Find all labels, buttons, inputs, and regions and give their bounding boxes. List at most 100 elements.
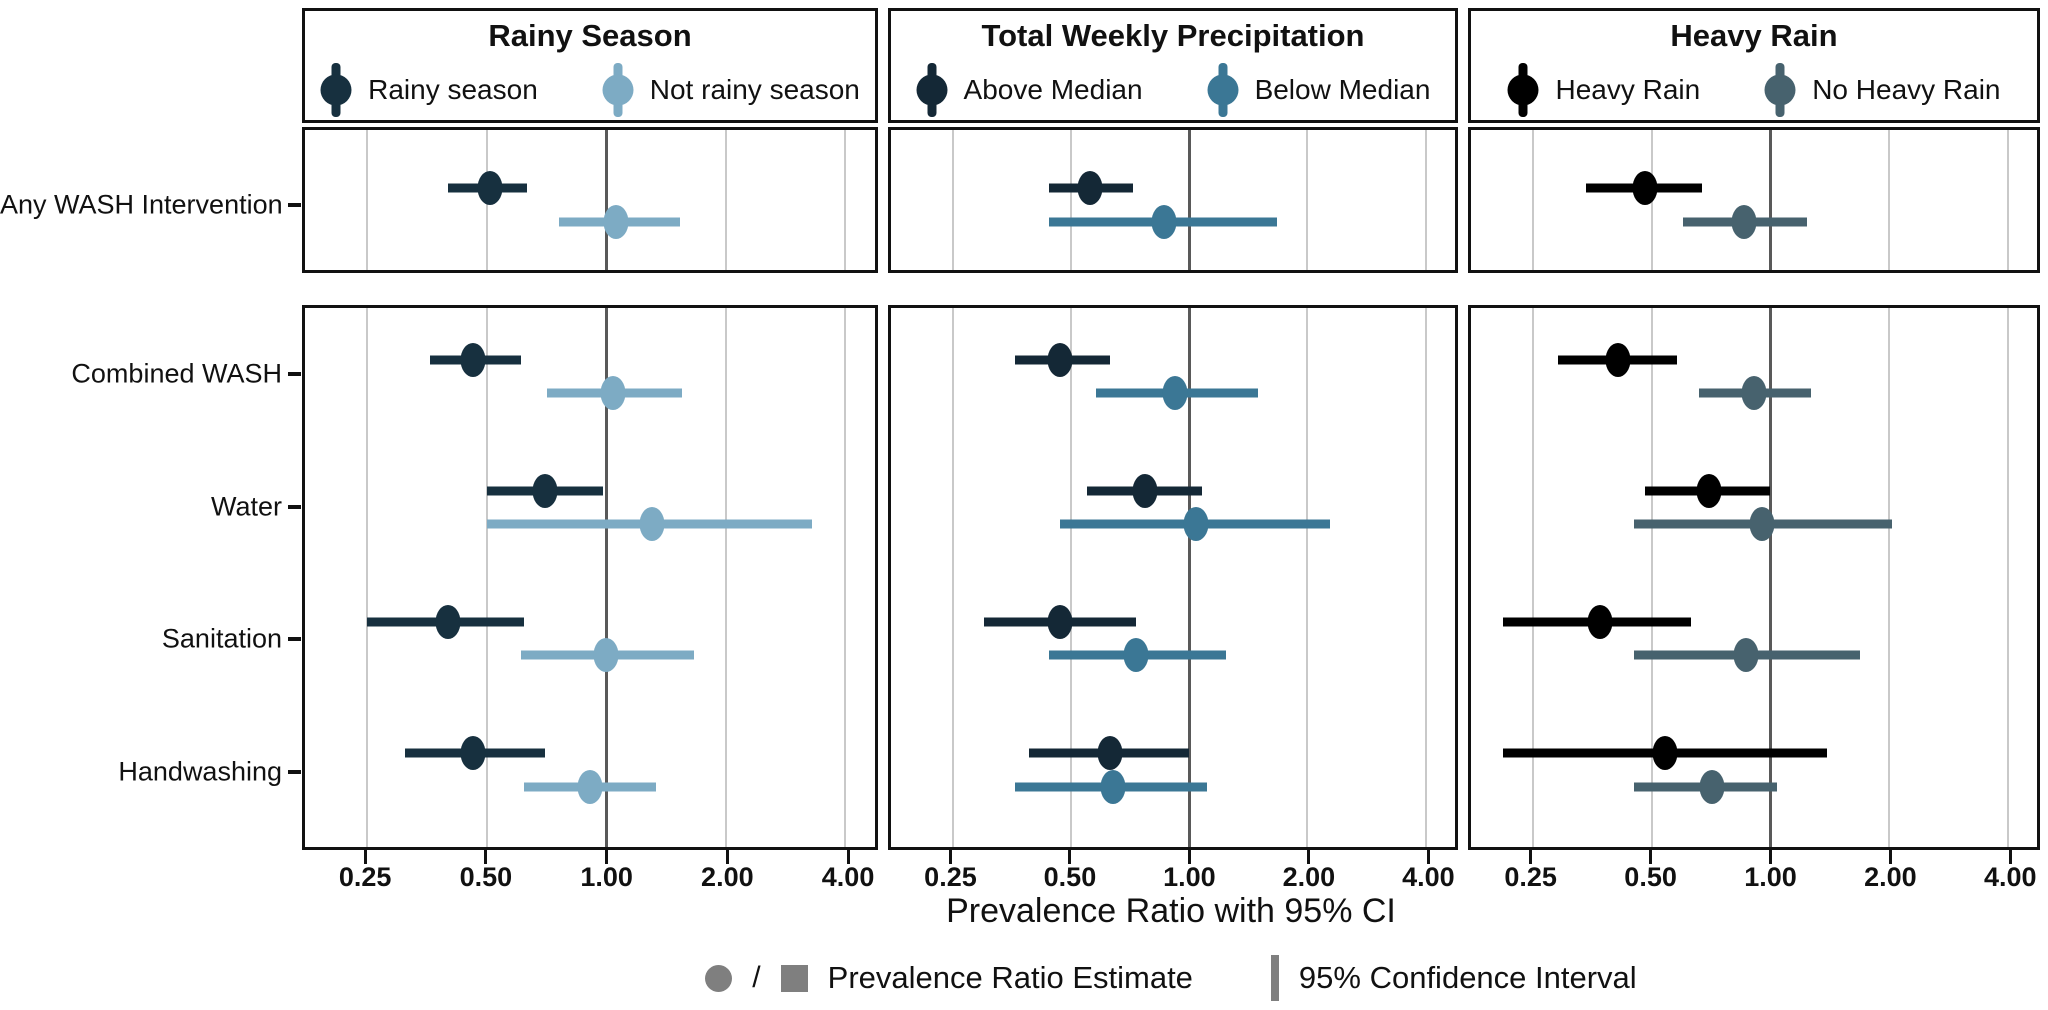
- facet-top-heavy-rain: [1468, 127, 2040, 273]
- panel-header-total-weekly-precipitation: Total Weekly Precipitation Above Median Be…: [888, 8, 1458, 123]
- x-tick-label-0.5-heavy-rain: 0.50: [1624, 862, 1677, 892]
- legend-marker-dot: [916, 74, 948, 106]
- y-tick-combined-wash: [288, 372, 301, 377]
- x-axis-title: Prevalence Ratio with 95% CI: [946, 892, 1396, 930]
- x-tick-label-4-heavy-rain: 4.00: [1983, 862, 2037, 892]
- gridline-0.25-heavy-rain-bottom: [1532, 308, 1535, 847]
- gridline-4-heavy-rain-bottom: [2006, 308, 2009, 847]
- gridline-1-rainy-season-top: [605, 130, 609, 270]
- y-tick-sanitation: [288, 637, 301, 642]
- gridline-0.25-heavy-rain-top: [1532, 130, 1535, 270]
- gridline-4-total-weekly-precipitation-top: [1424, 130, 1427, 270]
- legend-marker-icon-heavy-rain: [1507, 61, 1539, 119]
- x-tick-label-0.25-total-weekly-precipitation: 0.25: [924, 862, 977, 892]
- estimate-circle-icon: [705, 964, 733, 992]
- legend-marker-dot: [1764, 74, 1796, 106]
- gridline-2-rainy-season-bottom: [724, 308, 727, 847]
- x-tick-1-total-weekly-precipitation: [1187, 850, 1191, 864]
- y-label-combined-wash: Combined WASH: [71, 358, 282, 389]
- legend-marker-icon-above-median: [916, 61, 948, 119]
- gridline-4-total-weekly-precipitation-bottom: [1424, 308, 1427, 847]
- x-tick-label-1-total-weekly-precipitation: 1.00: [1163, 862, 1216, 892]
- estimate-square-icon: [780, 964, 808, 992]
- panel-legend-heavy-rain: Heavy Rain No Heavy Rain: [1471, 59, 2037, 121]
- x-tick-label-0.5-rainy-season: 0.50: [459, 862, 513, 892]
- gridline-0.5-total-weekly-precipitation-top: [1070, 130, 1073, 270]
- gridline-4-rainy-season-top: [844, 130, 847, 270]
- legend-label-not-rainy-season: Not rainy season: [649, 74, 860, 105]
- gridline-0.5-total-weekly-precipitation-bottom: [1070, 308, 1073, 847]
- legend-marker-icon-rainy-season: [320, 61, 352, 119]
- x-tick-label-2-total-weekly-precipitation: 2.00: [1282, 862, 1336, 892]
- point-combined-wash-rainy-season: [460, 342, 486, 377]
- legend-entry-heavy-rain: Heavy Rain: [1507, 61, 1700, 119]
- point-handwashing-above-median: [1097, 736, 1123, 771]
- gridline-1-rainy-season-bottom: [605, 308, 609, 847]
- y-tick-any-wash-intervention: [288, 203, 301, 208]
- x-tick-0.25-heavy-rain: [1529, 850, 1533, 864]
- facet-top-total-weekly-precipitation: [888, 127, 1458, 273]
- gridline-0.5-rainy-season-bottom: [485, 308, 488, 847]
- x-tick-label-1-heavy-rain: 1.00: [1744, 862, 1797, 892]
- x-tick-label-2-rainy-season: 2.00: [701, 862, 754, 892]
- facet-bottom-total-weekly-precipitation: [888, 305, 1458, 850]
- point-any-wash-intervention-heavy-rain: [1632, 170, 1658, 205]
- ci-bar-icon: [1270, 955, 1279, 1001]
- legend-marker-icon-below-median: [1207, 61, 1239, 119]
- gridline-4-heavy-rain-top: [2006, 130, 2009, 270]
- x-tick-label-4-rainy-season: 4.00: [821, 862, 875, 892]
- point-handwashing-heavy-rain: [1652, 736, 1678, 771]
- gridline-1-heavy-rain-bottom: [1769, 308, 1773, 847]
- x-tick-label-2-heavy-rain: 2.00: [1864, 862, 1917, 892]
- point-handwashing-not-rainy-season: [577, 769, 603, 804]
- y-label-handwashing: Handwashing: [118, 756, 282, 787]
- point-handwashing-below-median: [1100, 769, 1126, 804]
- point-sanitation-below-median: [1123, 638, 1149, 673]
- point-combined-wash-above-median: [1047, 342, 1073, 377]
- x-tick-0.25-total-weekly-precipitation: [948, 850, 952, 864]
- point-combined-wash-no-heavy-rain: [1741, 376, 1767, 411]
- panel-title-rainy-season: Rainy Season: [488, 18, 692, 53]
- x-tick-label-0.25-heavy-rain: 0.25: [1504, 862, 1557, 892]
- panel-legend-rainy-season: Rainy season Not rainy season: [305, 59, 875, 121]
- x-tick-0.25-rainy-season: [363, 850, 367, 864]
- legend-label-above-median: Above Median: [963, 74, 1143, 105]
- point-combined-wash-heavy-rain: [1605, 342, 1631, 377]
- legend-entry-rainy-season: Rainy season: [320, 61, 538, 119]
- x-tick-4-total-weekly-precipitation: [1426, 850, 1430, 864]
- point-water-rainy-season: [532, 473, 558, 508]
- ci-legend-label: 95% Confidence Interval: [1298, 960, 1637, 995]
- x-tick-label-0.25-rainy-season: 0.25: [338, 862, 392, 892]
- legend-entry-not-rainy-season: Not rainy season: [602, 61, 860, 119]
- panel-header-heavy-rain: Heavy Rain Heavy Rain No Heavy Rain: [1468, 8, 2040, 123]
- panel-title-heavy-rain: Heavy Rain: [1670, 18, 1838, 53]
- point-sanitation-not-rainy-season: [593, 638, 619, 673]
- point-sanitation-rainy-season: [435, 604, 461, 639]
- x-tick-1-rainy-season: [605, 850, 609, 864]
- x-tick-2-rainy-season: [725, 850, 729, 864]
- x-tick-2-total-weekly-precipitation: [1307, 850, 1311, 864]
- x-tick-0.5-rainy-season: [484, 850, 488, 864]
- point-sanitation-no-heavy-rain: [1733, 638, 1759, 673]
- point-handwashing-no-heavy-rain: [1699, 769, 1725, 804]
- x-tick-4-rainy-season: [846, 850, 850, 864]
- bottom-legend: / Prevalence Ratio Estimate 95% Confiden…: [302, 952, 2040, 1004]
- gridline-0.25-total-weekly-precipitation-bottom: [951, 308, 954, 847]
- legend-marker-icon-no-heavy-rain: [1764, 61, 1796, 119]
- point-water-no-heavy-rain: [1749, 507, 1775, 542]
- legend-entry-above-median: Above Median: [916, 61, 1143, 119]
- legend-marker-dot: [1507, 74, 1539, 106]
- x-tick-2-heavy-rain: [1888, 850, 1892, 864]
- gridline-2-rainy-season-top: [724, 130, 727, 270]
- point-any-wash-intervention-not-rainy-season: [603, 204, 629, 239]
- gridline-4-rainy-season-bottom: [844, 308, 847, 847]
- y-label-water: Water: [210, 491, 282, 522]
- point-any-wash-intervention-below-median: [1151, 204, 1177, 239]
- point-any-wash-intervention-rainy-season: [477, 170, 503, 205]
- panel-legend-total-weekly-precipitation: Above Median Below Median: [891, 59, 1455, 121]
- legend-marker-dot: [320, 74, 352, 106]
- point-water-not-rainy-season: [639, 507, 665, 542]
- point-sanitation-above-median: [1047, 604, 1073, 639]
- gridline-0.25-rainy-season-top: [366, 130, 369, 270]
- gridline-2-heavy-rain-bottom: [1887, 308, 1890, 847]
